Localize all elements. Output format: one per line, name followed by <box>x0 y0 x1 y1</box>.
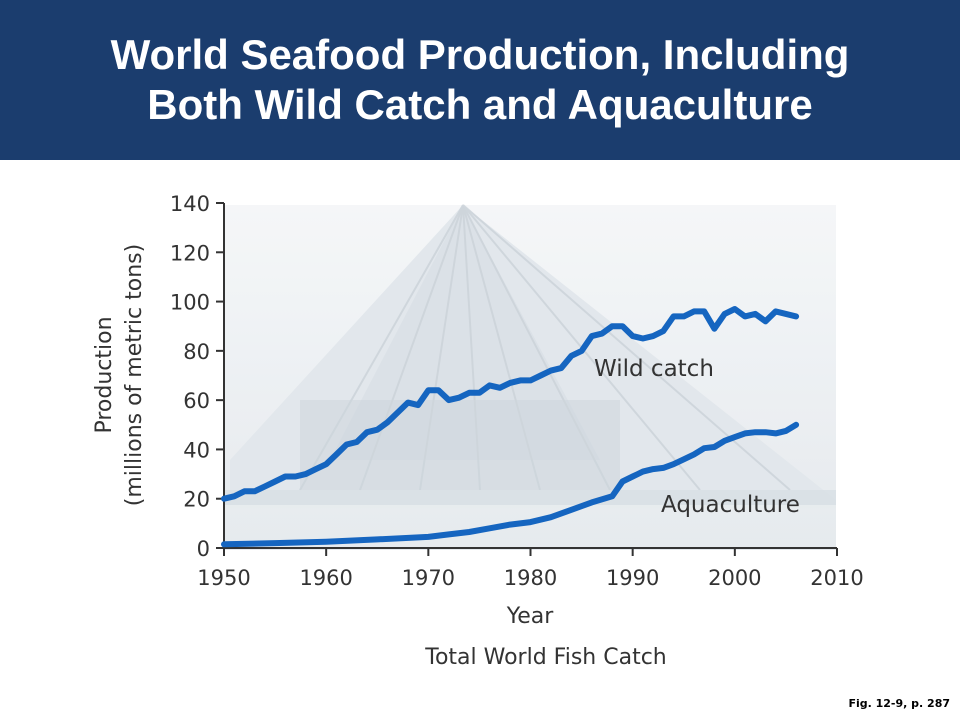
y-tick-label: 100 <box>170 291 210 315</box>
slide-title-line2: Both Wild Catch and Aquaculture <box>147 81 813 128</box>
series-label-wild-catch: Wild catch <box>594 356 714 382</box>
x-tick-label: 1960 <box>299 566 352 590</box>
x-tick-label: 1990 <box>606 566 659 590</box>
y-tick-label: 80 <box>183 340 210 364</box>
x-tick-label: 1970 <box>402 566 455 590</box>
x-axis-title: Year <box>506 604 555 629</box>
x-axis-ticks: 1950 1960 1970 1980 1990 2000 2010 <box>197 548 864 590</box>
figure-reference: Fig. 12-9, p. 287 <box>848 697 950 710</box>
series-line-wild-catch <box>221 306 800 502</box>
slide-title: World Seafood Production, Including Both… <box>30 30 930 130</box>
series-line-aquaculture <box>221 421 800 548</box>
x-tick-label: 1980 <box>504 566 557 590</box>
y-tick-label: 120 <box>170 241 210 265</box>
x-tick-label: 2010 <box>810 566 863 590</box>
y-axis-ticks: 0 20 40 60 80 100 120 140 <box>170 192 224 561</box>
y-tick-label: 140 <box>170 192 210 216</box>
x-tick-label: 1950 <box>197 566 250 590</box>
y-axis-title-line1: Production <box>92 316 117 433</box>
y-axis-title-line2: (millions of metric tons) <box>122 244 147 506</box>
y-axis-title: Production (millions of metric tons) <box>92 244 147 506</box>
title-bar: World Seafood Production, Including Both… <box>0 0 960 160</box>
series-label-aquaculture: Aquaculture <box>661 492 800 518</box>
slide-title-line1: World Seafood Production, Including <box>110 31 850 78</box>
fish-catch-chart: 0 20 40 60 80 100 120 140 1950 1960 1970 1980 1990 2… <box>92 192 864 670</box>
y-tick-label: 40 <box>183 438 210 462</box>
y-tick-label: 60 <box>183 389 210 413</box>
x-tick-label: 2000 <box>708 566 761 590</box>
y-tick-label: 20 <box>183 488 210 512</box>
y-tick-label: 0 <box>197 537 210 561</box>
chart-caption: Total World Fish Catch <box>424 645 666 670</box>
